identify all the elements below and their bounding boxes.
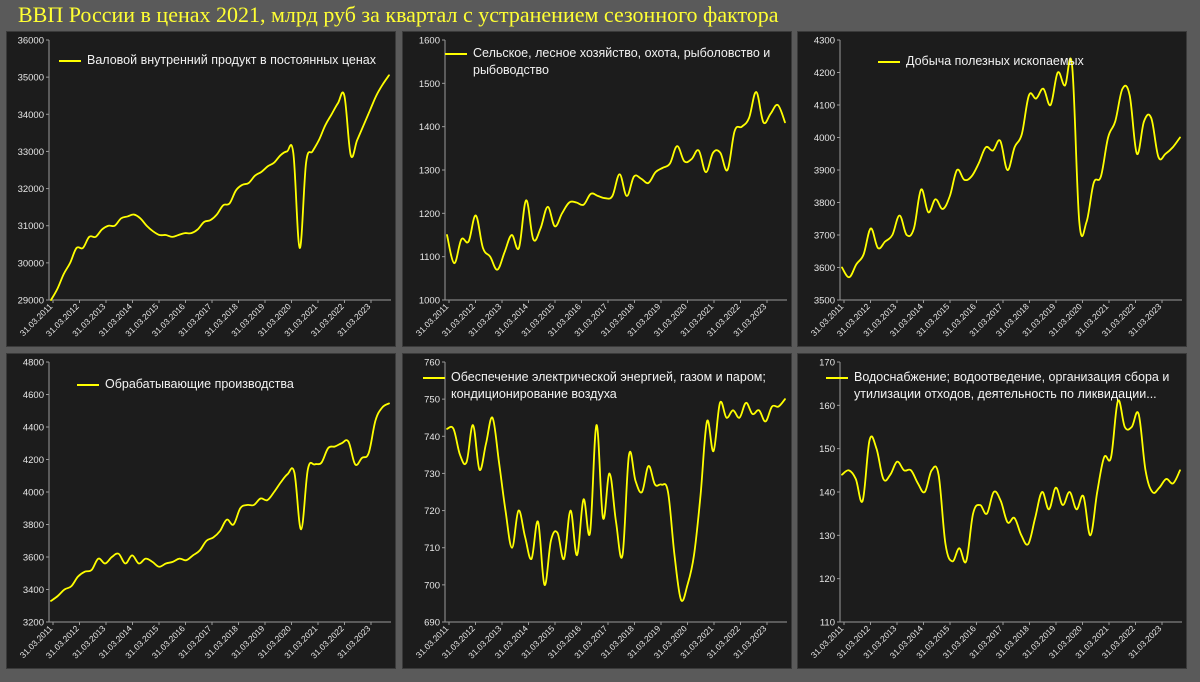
legend-label: Валовой внутренний продукт в постоянных …	[87, 53, 376, 67]
chart-svg: 69070071072073074075076031.03.201131.03.…	[414, 358, 787, 660]
y-tick-label: 4300	[814, 36, 835, 47]
y-tick-label: 1400	[419, 122, 440, 133]
y-tick-label: 3500	[814, 296, 835, 307]
series-line	[841, 57, 1181, 279]
series-line	[50, 402, 390, 602]
y-tick-label: 3400	[23, 585, 44, 596]
y-tick-label: 750	[424, 395, 440, 406]
chart-panel: 3200 3400 3600 3800 4000 4200 4400 4600 4800 31.0…	[6, 353, 396, 669]
y-tick-label: 720	[424, 506, 440, 517]
legend-label: Добыча полезных ископаемых	[906, 54, 1084, 68]
legend-line-swatch	[445, 53, 467, 55]
y-tick-label: 130	[819, 531, 835, 542]
y-tick-label: 690	[424, 618, 440, 629]
y-tick-label: 4200	[814, 68, 835, 79]
series-line	[446, 398, 786, 602]
legend-line-swatch	[59, 60, 81, 62]
y-tick-label: 1000	[419, 296, 440, 307]
chart-legend: Сельское, лесное хозяйство, охота, рыбол…	[445, 45, 770, 79]
legend-line-swatch	[77, 384, 99, 386]
y-tick-label: 170	[819, 358, 835, 369]
y-tick-label: 140	[819, 488, 835, 499]
y-tick-label: 4200	[23, 455, 44, 466]
y-tick-label: 110	[820, 618, 835, 629]
y-tick-label: 3800	[23, 520, 44, 531]
legend-label: Водоснабжение; водоотведение, организаци…	[854, 370, 1170, 401]
chart-legend: Обрабатывающие производства	[77, 376, 294, 393]
y-tick-label: 3600	[814, 263, 835, 274]
y-tick-label: 730	[424, 469, 440, 480]
legend-line-swatch	[826, 377, 848, 379]
y-tick-label: 1200	[419, 209, 440, 220]
chart-panel: 110 120 130 140 150 160 170 31.03.2011 31.03.201…	[797, 353, 1187, 669]
chart-legend: Обеспечение электрической энергией, газо…	[423, 369, 766, 403]
y-tick-label: 120	[819, 574, 835, 585]
y-tick-label: 3700	[814, 231, 835, 242]
chart-panel: 29000 30000 31000 32000 33000 34000 35000 36000…	[6, 31, 396, 347]
y-tick-label: 4100	[814, 101, 835, 112]
y-tick-label: 30000	[18, 258, 44, 269]
y-tick-label: 3600	[23, 553, 44, 564]
chart-svg: 29000 30000 31000 32000 33000 34000 35000 36000…	[18, 36, 391, 338]
chart-svg: 32003400360038004000420044004600480031.0…	[18, 358, 391, 660]
y-tick-label: 4000	[814, 133, 835, 144]
legend-label: Обрабатывающие производства	[105, 377, 294, 391]
y-tick-label: 36000	[18, 36, 44, 47]
series-line	[841, 399, 1181, 564]
y-tick-label: 150	[819, 444, 835, 455]
y-tick-label: 34000	[18, 110, 44, 121]
chart-legend: Валовой внутренний продукт в постоянных …	[59, 52, 376, 69]
page-title: ВВП России в ценах 2021, млрд руб за ква…	[18, 2, 779, 27]
series-line	[446, 91, 786, 271]
chart-panel: 3500 3600 3700 3800 3900 4000 4100 4200 4300 31.0…	[797, 31, 1187, 347]
y-tick-label: 3200	[23, 618, 44, 629]
y-tick-label: 4000	[23, 488, 44, 499]
y-tick-label: 3800	[814, 198, 835, 209]
y-tick-label: 33000	[18, 147, 44, 158]
legend-line-swatch	[423, 377, 445, 379]
y-tick-label: 4800	[23, 358, 44, 369]
y-tick-label: 31000	[18, 221, 44, 232]
chart-panel: 690 700 710 720 730 740 750 760 31.03.2011 31.03.…	[402, 353, 792, 669]
chart-panel: 1000 1100 1200 1300 1400 1500 1600 31.03.2011 31…	[402, 31, 792, 347]
legend-line-swatch	[878, 61, 900, 63]
y-tick-label: 29000	[18, 296, 44, 307]
y-tick-label: 710	[424, 543, 440, 554]
chart-svg: 35003600370038003900400041004200430031.0…	[809, 36, 1182, 338]
legend-label: Обеспечение электрической энергией, газо…	[451, 370, 766, 401]
y-tick-label: 1300	[419, 166, 440, 177]
legend-label: Сельское, лесное хозяйство, охота, рыбол…	[473, 46, 771, 77]
series-line	[50, 74, 390, 301]
y-tick-label: 4600	[23, 390, 44, 401]
y-tick-label: 4400	[23, 423, 44, 434]
y-tick-label: 740	[424, 432, 440, 443]
y-tick-label: 32000	[18, 184, 44, 195]
y-tick-label: 160	[819, 401, 835, 412]
y-tick-label: 1100	[420, 252, 440, 263]
y-tick-label: 3900	[814, 166, 835, 177]
y-tick-label: 35000	[18, 73, 44, 84]
chart-svg: 100011001200130014001500160031.03.201131…	[414, 36, 787, 338]
chart-svg: 11012013014015016017031.03.201131.03.201…	[809, 358, 1182, 660]
chart-legend: Добыча полезных ископаемых	[878, 53, 1084, 70]
y-tick-label: 760	[424, 358, 440, 369]
y-tick-label: 1600	[419, 36, 440, 47]
chart-legend: Водоснабжение; водоотведение, организаци…	[826, 369, 1169, 403]
y-tick-label: 700	[424, 580, 440, 591]
y-tick-label: 1500	[419, 79, 440, 90]
